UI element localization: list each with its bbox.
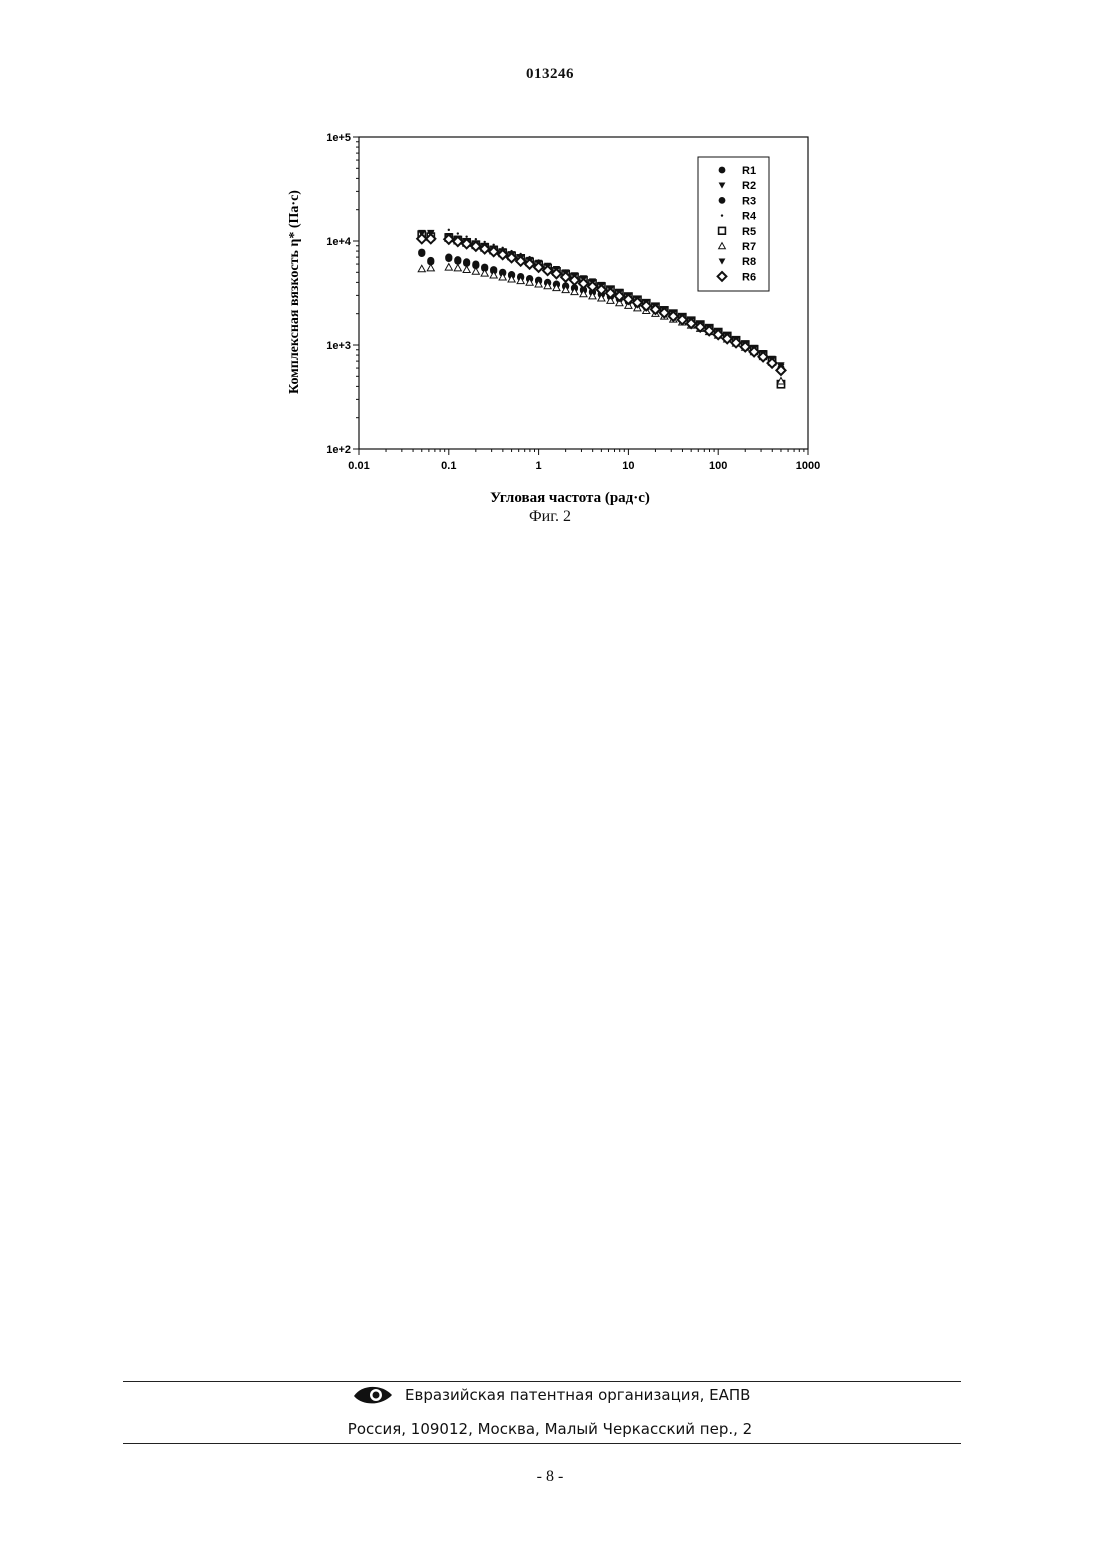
figure-caption: Фиг. 2: [0, 508, 1100, 526]
eye-logo-icon: [352, 1384, 394, 1406]
legend-label: R6: [742, 271, 756, 283]
chart-legend: R1 R2 R3 R4 R5 R7 R8 R6: [698, 157, 769, 291]
footer-top-rule: [123, 1381, 961, 1382]
data-point: [472, 268, 479, 274]
legend-label: R3: [742, 195, 756, 207]
legend-label: R1: [742, 165, 756, 177]
y-axis-label: Комплексная вязкость η* (Па·с): [287, 190, 302, 394]
y-tick-label: 1e+3: [326, 340, 351, 352]
data-point: [445, 255, 452, 262]
data-point: [457, 232, 459, 234]
data-point: [445, 264, 452, 270]
data-point: [475, 238, 477, 240]
x-tick-label: 0.01: [348, 460, 369, 472]
legend-label: R8: [742, 256, 756, 268]
data-point: [454, 264, 461, 270]
legend-label: R5: [742, 226, 756, 238]
legend-label: R7: [742, 241, 756, 253]
footer-address: Россия, 109012, Москва, Малый Черкасский…: [0, 1420, 1100, 1438]
data-point: [418, 250, 425, 257]
legend-marker: [719, 227, 726, 234]
data-point: [427, 264, 434, 270]
data-point: [418, 265, 425, 271]
legend-marker: [719, 167, 726, 174]
footer-organization: Евразийская патентная организация, ЕАПВ: [405, 1386, 750, 1404]
page-number: - 8 -: [0, 1468, 1100, 1486]
data-point: [465, 235, 467, 237]
x-axis-label: Угловая частота (рад·с): [490, 490, 650, 506]
y-tick-label: 1e+5: [326, 132, 351, 144]
y-tick-label: 1e+2: [326, 444, 351, 456]
data-point: [427, 257, 434, 264]
data-point: [448, 229, 450, 231]
data-point: [463, 266, 470, 272]
x-tick-label: 1: [536, 460, 542, 472]
y-axis-ticks: 1e+2 1e+3 1e+4 1e+5: [326, 132, 359, 456]
legend-marker: [719, 197, 726, 204]
x-tick-label: 0.1: [441, 460, 456, 472]
x-tick-label: 1000: [796, 460, 820, 472]
x-tick-label: 10: [622, 460, 634, 472]
viscosity-chart: 0.010.11101001000 1e+21e+31e+41e+5 R1R2R…: [0, 0, 1100, 540]
y-tick-label: 1e+4: [326, 236, 352, 248]
x-axis-ticks: 0.01 0.1 1 10 100 1000: [348, 449, 820, 472]
legend-label: R2: [742, 180, 756, 192]
legend-marker: [721, 214, 723, 216]
footer-bottom-rule: [123, 1443, 961, 1444]
data-point: [483, 241, 485, 243]
legend-label: R4: [742, 211, 757, 223]
x-tick-label: 100: [709, 460, 727, 472]
legend-box: [698, 157, 769, 291]
